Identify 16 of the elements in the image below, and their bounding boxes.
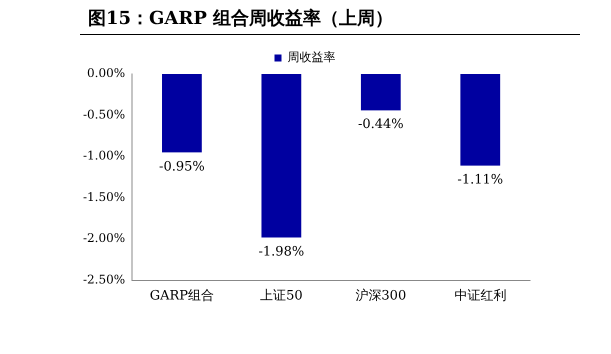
- data-label: -0.44%: [358, 117, 404, 132]
- y-tick-label: -1.00%: [82, 148, 126, 163]
- y-tick-label: 0.00%: [87, 66, 126, 80]
- x-tick-label: 中证红利: [454, 288, 506, 304]
- x-tick-label: GARP组合: [150, 288, 214, 304]
- y-tick-label: -2.50%: [82, 272, 126, 287]
- data-label: -1.11%: [457, 172, 504, 188]
- legend-label: 周收益率: [288, 50, 336, 64]
- chart-title: 图15：GARP 组合周收益率（上周）: [88, 7, 394, 30]
- y-tick-label: -0.50%: [82, 107, 126, 122]
- x-tick-label: 沪深300: [355, 288, 406, 304]
- x-tick-label: 上证50: [260, 288, 303, 304]
- y-tick-label: -2.00%: [82, 231, 126, 246]
- data-label: -1.98%: [258, 244, 304, 260]
- data-label: -0.95%: [159, 159, 205, 174]
- y-tick-label: -1.50%: [82, 190, 126, 204]
